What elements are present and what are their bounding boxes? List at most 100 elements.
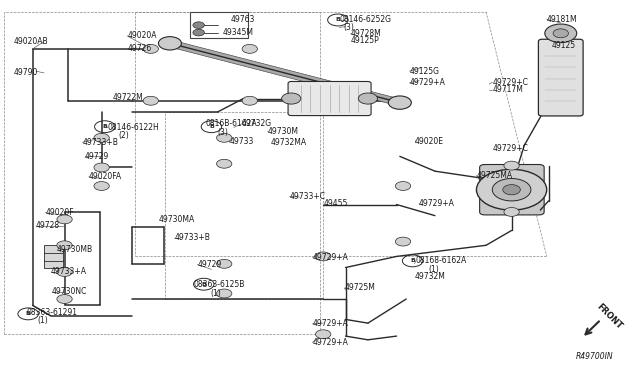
- Text: 49730MB: 49730MB: [57, 245, 93, 254]
- Circle shape: [143, 96, 159, 105]
- Text: (2): (2): [119, 131, 129, 141]
- Text: 49717M: 49717M: [492, 85, 524, 94]
- Text: 49020AB: 49020AB: [13, 37, 48, 46]
- Text: 49733+B: 49733+B: [83, 138, 118, 147]
- Circle shape: [57, 241, 72, 250]
- Text: 49729: 49729: [85, 152, 109, 161]
- Text: 49725MA: 49725MA: [476, 171, 513, 180]
- Text: 49728M: 49728M: [351, 29, 381, 38]
- Circle shape: [492, 179, 531, 201]
- Text: (1): (1): [429, 265, 439, 274]
- Text: 49732G: 49732G: [242, 119, 272, 128]
- Text: (3): (3): [343, 23, 354, 32]
- Text: 49730MA: 49730MA: [159, 215, 195, 224]
- Text: 08146-6122H: 08146-6122H: [108, 123, 160, 132]
- Text: 49125G: 49125G: [410, 67, 440, 76]
- Text: 49181M: 49181M: [547, 15, 577, 24]
- Circle shape: [94, 163, 109, 172]
- Text: 49730NC: 49730NC: [52, 287, 87, 296]
- Circle shape: [57, 295, 72, 304]
- Circle shape: [396, 182, 411, 190]
- FancyBboxPatch shape: [479, 164, 544, 215]
- Text: 49730M: 49730M: [268, 126, 299, 136]
- Text: 49729+A: 49729+A: [312, 320, 348, 328]
- Text: 49733+B: 49733+B: [174, 233, 211, 243]
- Text: B: B: [102, 124, 108, 129]
- Text: 49733+C: 49733+C: [289, 192, 325, 201]
- Text: 49020FA: 49020FA: [89, 172, 122, 181]
- Text: 49763: 49763: [230, 15, 255, 24]
- Circle shape: [57, 267, 72, 276]
- Text: 49729+A: 49729+A: [410, 78, 445, 87]
- Text: FRONT: FRONT: [595, 302, 623, 331]
- Circle shape: [159, 37, 181, 50]
- Text: 49125P: 49125P: [351, 36, 380, 45]
- Text: R49700IN: R49700IN: [576, 352, 614, 361]
- FancyBboxPatch shape: [288, 81, 371, 116]
- Circle shape: [216, 159, 232, 168]
- Text: 49455: 49455: [323, 199, 348, 208]
- Text: 08363-6125B: 08363-6125B: [193, 280, 245, 289]
- Bar: [44, 259, 63, 268]
- Text: 49733+A: 49733+A: [51, 267, 86, 276]
- Circle shape: [282, 93, 301, 104]
- Circle shape: [94, 134, 109, 142]
- Text: 49726: 49726: [127, 44, 152, 53]
- Circle shape: [216, 134, 232, 142]
- Circle shape: [216, 289, 232, 298]
- Text: B: B: [335, 17, 340, 22]
- Text: 08168-6162A: 08168-6162A: [416, 256, 467, 265]
- Text: 49722M: 49722M: [113, 93, 143, 102]
- Text: B: B: [410, 259, 415, 263]
- Circle shape: [316, 330, 331, 339]
- Circle shape: [216, 259, 232, 268]
- Text: 49733: 49733: [229, 137, 253, 146]
- Text: (3): (3): [218, 128, 228, 137]
- Circle shape: [476, 169, 547, 210]
- Circle shape: [504, 161, 519, 170]
- Circle shape: [143, 44, 159, 53]
- Text: 08146-6252G: 08146-6252G: [339, 15, 391, 24]
- Circle shape: [545, 24, 577, 42]
- Text: B: B: [202, 282, 206, 287]
- Text: 49732M: 49732M: [415, 272, 445, 281]
- Circle shape: [396, 237, 411, 246]
- Text: 49790: 49790: [13, 68, 38, 77]
- Text: 49345M: 49345M: [223, 28, 254, 37]
- Circle shape: [242, 44, 257, 53]
- Text: 49125: 49125: [551, 41, 575, 50]
- Circle shape: [504, 208, 519, 217]
- FancyBboxPatch shape: [538, 39, 583, 116]
- Text: 49732MA: 49732MA: [270, 138, 307, 147]
- Text: B: B: [209, 124, 214, 129]
- Bar: [44, 252, 63, 261]
- Circle shape: [94, 182, 109, 190]
- Circle shape: [242, 96, 257, 105]
- Text: 49729+A: 49729+A: [312, 253, 348, 262]
- Bar: [44, 244, 63, 253]
- Circle shape: [193, 22, 204, 29]
- Text: 49729: 49729: [197, 260, 221, 269]
- Circle shape: [503, 185, 520, 195]
- Text: (1): (1): [210, 289, 221, 298]
- Circle shape: [388, 96, 412, 109]
- Text: 08363-61291: 08363-61291: [26, 308, 77, 317]
- FancyBboxPatch shape: [189, 12, 248, 38]
- Text: (1): (1): [38, 317, 49, 326]
- Text: 49020F: 49020F: [45, 208, 74, 217]
- Circle shape: [193, 29, 204, 36]
- Circle shape: [358, 93, 378, 104]
- Circle shape: [57, 215, 72, 224]
- Circle shape: [316, 252, 331, 261]
- Text: B: B: [26, 311, 31, 316]
- Text: 49729+C: 49729+C: [492, 144, 528, 153]
- Text: 49725M: 49725M: [344, 283, 375, 292]
- Text: 49729+A: 49729+A: [419, 199, 455, 208]
- Text: 49020E: 49020E: [415, 137, 444, 146]
- Text: 0816B-6162A: 0816B-6162A: [205, 119, 257, 128]
- Text: 49020A: 49020A: [127, 31, 157, 41]
- Text: 49729+A: 49729+A: [312, 338, 348, 347]
- Text: 49729+C: 49729+C: [492, 78, 528, 87]
- Text: 49728: 49728: [36, 221, 60, 230]
- Circle shape: [553, 29, 568, 38]
